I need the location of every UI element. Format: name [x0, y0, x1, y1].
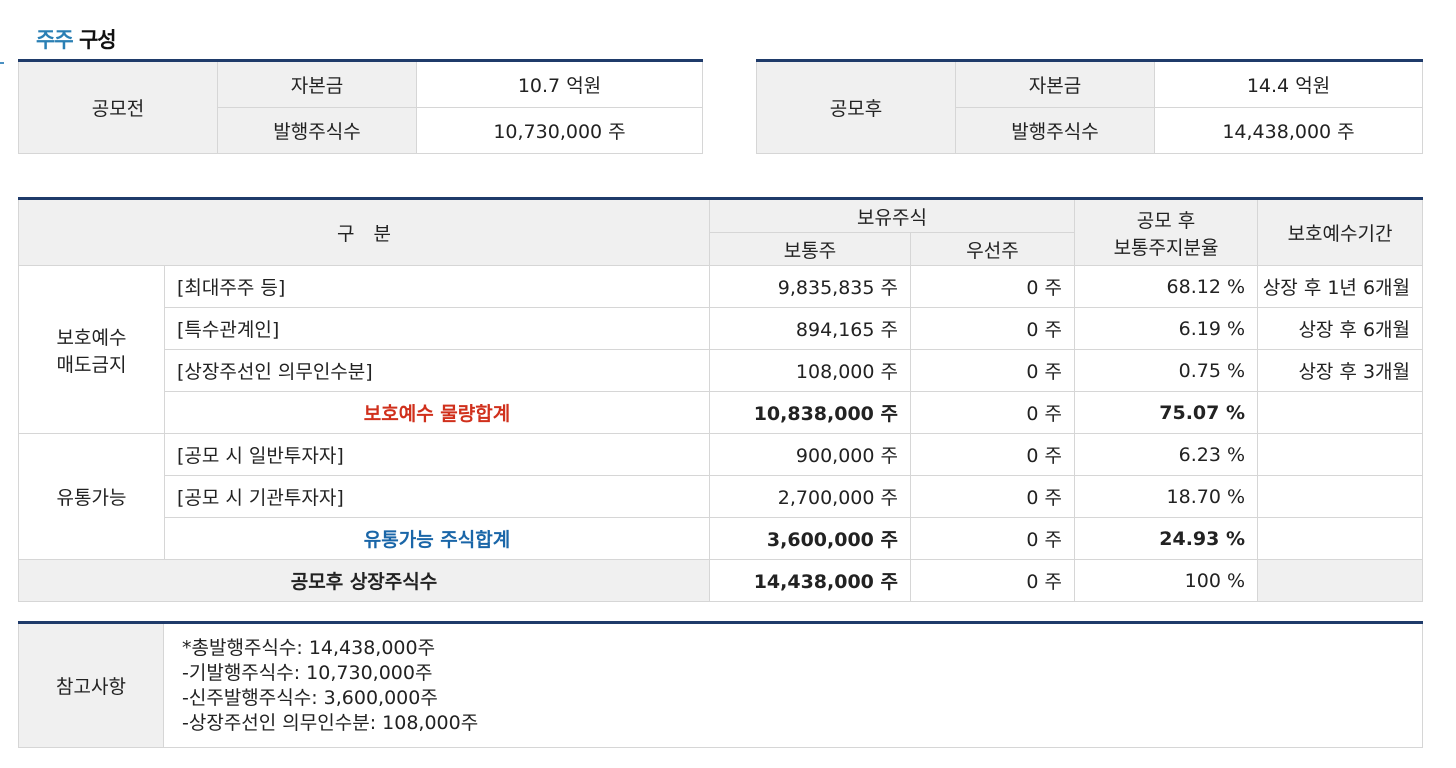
- section-title-rest: 구성: [78, 28, 117, 52]
- group-label-lockup-line2: 매도금지: [56, 353, 127, 376]
- row-period-empty: [1257, 475, 1424, 518]
- table-row: [특수관계인] 894,165 주 0 주 6.19 % 상장 후 6개월: [19, 307, 1424, 350]
- row-name: [상장주선인 의무인수분]: [164, 349, 710, 392]
- note-line: -신주발행주식수: 3,600,000주: [182, 686, 438, 709]
- lockup-subtotal-ratio: 75.07 %: [1074, 391, 1259, 434]
- row-common: 108,000 주: [709, 349, 911, 392]
- post-ipo-shares-label: 발행주식수: [955, 107, 1155, 154]
- notes-table: 참고사항 *총발행주식수: 14,438,000주 -기발행주식수: 10,73…: [18, 621, 1423, 748]
- row-common: 2,700,000 주: [709, 475, 911, 518]
- total-label: 공모후 상장주식수: [18, 559, 710, 602]
- total-ratio: 100 %: [1074, 559, 1259, 602]
- pre-ipo-summary-table: 공모전 자본금 10.7 억원 발행주식수 10,730,000 주: [18, 59, 703, 154]
- post-ipo-summary-table: 공모후 자본금 14.4 억원 발행주식수 14,438,000 주: [756, 59, 1423, 154]
- post-ipo-shares-value: 14,438,000 주: [1154, 107, 1423, 154]
- row-preferred: 0 주: [909, 307, 1076, 350]
- row-ratio: 6.23 %: [1074, 433, 1259, 476]
- post-ipo-capital-label: 자본금: [955, 60, 1155, 108]
- row-ratio: 0.75 %: [1074, 349, 1259, 392]
- lockup-subtotal-period-empty: [1257, 391, 1424, 434]
- row-period: 상장 후 1년 6개월: [1257, 265, 1424, 308]
- row-period: 상장 후 6개월: [1257, 307, 1424, 350]
- table-row: [공모 시 기관투자자] 2,700,000 주 0 주 18.70 %: [19, 475, 1424, 518]
- row-ratio: 68.12 %: [1074, 265, 1259, 308]
- group-label-float: 유통가능: [18, 433, 165, 560]
- section-title-highlight: 주주: [36, 28, 74, 52]
- lockup-subtotal-preferred: 0 주: [909, 391, 1076, 434]
- total-preferred: 0 주: [909, 559, 1076, 602]
- row-ratio: 18.70 %: [1074, 475, 1259, 518]
- pre-ipo-capital-value: 10.7 억원: [416, 60, 703, 108]
- row-common: 9,835,835 주: [709, 265, 911, 308]
- lockup-subtotal-label: 보호예수 물량합계: [164, 391, 710, 434]
- lockup-subtotal-row: 보호예수 물량합계 10,838,000 주 0 주 75.07 %: [19, 391, 1424, 434]
- row-common: 900,000 주: [709, 433, 911, 476]
- pre-ipo-capital-label: 자본금: [217, 60, 417, 108]
- row-name: [최대주주 등]: [164, 265, 710, 308]
- note-line: -상장주선인 의무인수분: 108,000주: [182, 711, 479, 734]
- header-holdings: 보유주식: [708, 198, 1076, 233]
- float-subtotal-preferred: 0 주: [909, 517, 1076, 560]
- note-line: *총발행주식수: 14,438,000주: [182, 636, 436, 659]
- lockup-subtotal-common: 10,838,000 주: [709, 391, 911, 434]
- float-subtotal-common: 3,600,000 주: [709, 517, 911, 560]
- note-line: -기발행주식수: 10,730,000주: [182, 661, 433, 684]
- total-common: 14,438,000 주: [709, 559, 911, 602]
- float-subtotal-label: 유통가능 주식합계: [164, 517, 710, 560]
- notes-label: 참고사항: [18, 622, 164, 748]
- row-period-empty: [1257, 433, 1424, 476]
- row-preferred: 0 주: [909, 433, 1076, 476]
- table-row: 유통가능 [공모 시 일반투자자] 900,000 주 0 주 6.23 %: [18, 433, 1424, 560]
- header-post-ipo-ratio: 공모 후 보통주지분율: [1074, 198, 1259, 266]
- total-period-empty: [1257, 559, 1424, 602]
- shareholder-table: 구 분 보유주식 공모 후 보통주지분율 보호예수기간 보통주 우선주 보호예수…: [18, 197, 1424, 602]
- pre-ipo-shares-value: 10,730,000 주: [416, 107, 703, 154]
- float-subtotal-period-empty: [1257, 517, 1424, 560]
- post-ipo-capital-value: 14.4 억원: [1154, 60, 1423, 108]
- row-preferred: 0 주: [909, 265, 1076, 308]
- notes-content: *총발행주식수: 14,438,000주 -기발행주식수: 10,730,000…: [163, 622, 1423, 748]
- header-common-stock: 보통주: [709, 232, 911, 266]
- table-row: 보호예수 매도금지 [최대주주 등] 9,835,835 주 0 주 68.12…: [18, 265, 1424, 434]
- left-edge-marker: [0, 62, 4, 64]
- header-ratio-line2: 보통주지분율: [1113, 236, 1219, 259]
- pre-ipo-shares-label: 발행주식수: [217, 107, 417, 154]
- row-name: [특수관계인]: [164, 307, 710, 350]
- post-ipo-label: 공모후: [756, 60, 956, 154]
- row-preferred: 0 주: [909, 349, 1076, 392]
- row-period: 상장 후 3개월: [1257, 349, 1424, 392]
- header-ratio-line1: 공모 후: [1136, 209, 1196, 232]
- row-name: [공모 시 기관투자자]: [164, 475, 710, 518]
- section-title: 주주 구성: [36, 24, 117, 54]
- header-preferred-stock: 우선주: [909, 232, 1076, 266]
- row-ratio: 6.19 %: [1074, 307, 1259, 350]
- row-preferred: 0 주: [909, 475, 1076, 518]
- float-subtotal-row: 유통가능 주식합계 3,600,000 주 0 주 24.93 %: [19, 517, 1424, 560]
- table-row: [상장주선인 의무인수분] 108,000 주 0 주 0.75 % 상장 후 …: [19, 349, 1424, 392]
- total-row: 공모후 상장주식수 14,438,000 주 0 주 100 %: [18, 559, 1424, 602]
- header-category: 구 분: [18, 198, 710, 266]
- float-subtotal-ratio: 24.93 %: [1074, 517, 1259, 560]
- group-label-lockup-line1: 보호예수: [56, 326, 127, 349]
- row-common: 894,165 주: [709, 307, 911, 350]
- group-label-lockup: 보호예수 매도금지: [18, 265, 165, 434]
- header-lockup-period: 보호예수기간: [1257, 198, 1424, 266]
- row-name: [공모 시 일반투자자]: [164, 433, 710, 476]
- pre-ipo-label: 공모전: [18, 60, 218, 154]
